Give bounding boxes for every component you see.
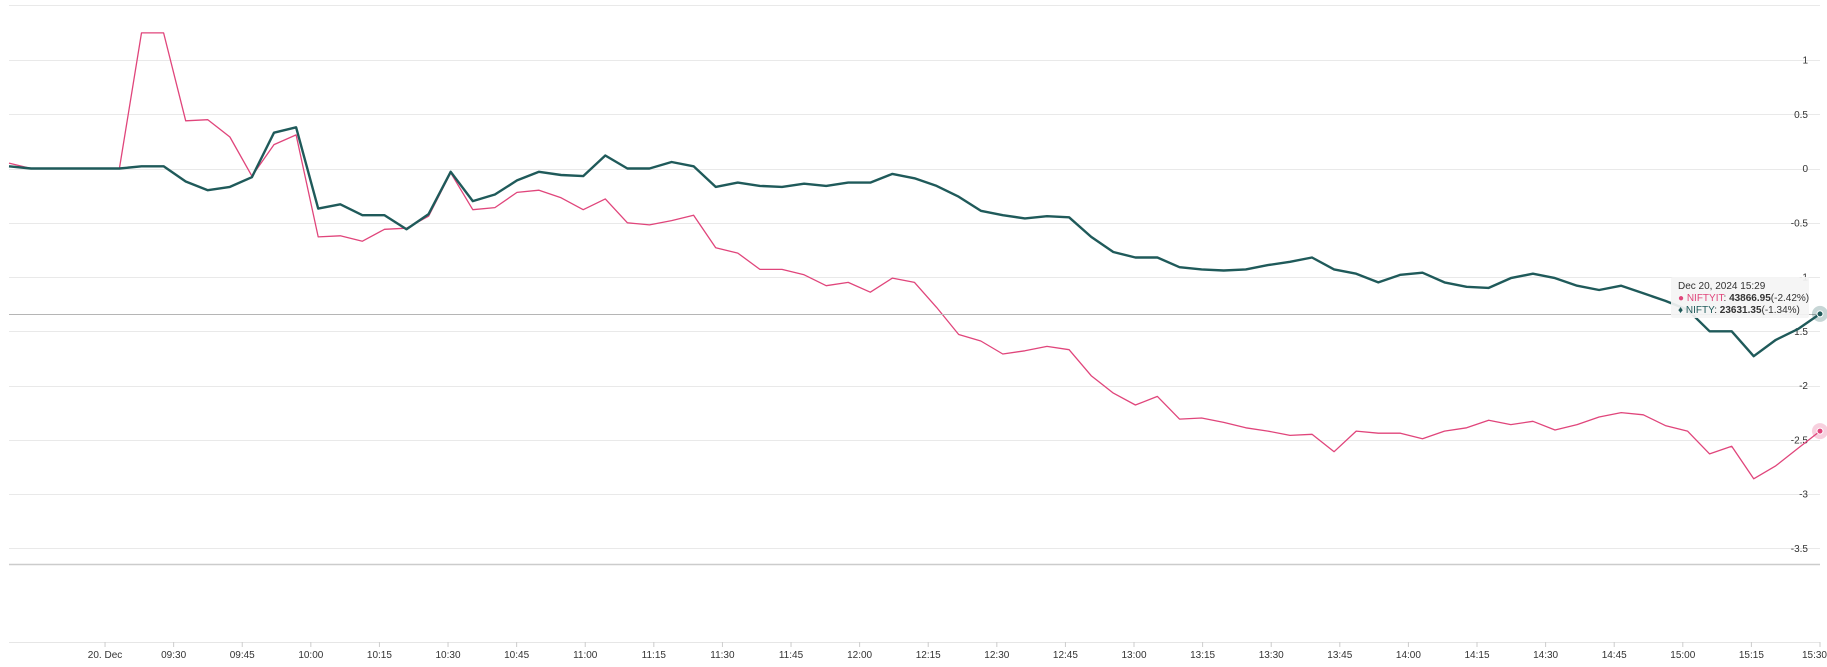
x-tick-label: 15:30 <box>1802 650 1827 661</box>
x-tick-label: 11:45 <box>779 650 804 661</box>
x-tick-label: 14:15 <box>1464 650 1489 661</box>
x-tick-label: 15:00 <box>1670 650 1695 661</box>
x-axis: 20. Dec 09:30 09:45 10:00 10:15 10:30 10:45 11:… <box>88 642 1827 661</box>
hover-point <box>1816 427 1824 435</box>
x-tick-label: 12:15 <box>916 650 941 661</box>
y-tick-label: -0.5 <box>1791 218 1809 229</box>
x-tick-label: 11:00 <box>573 650 598 661</box>
x-tick-label: 11:15 <box>642 650 667 661</box>
x-tick-label: 12:45 <box>1053 650 1078 661</box>
tooltip-bullet-niftyit: ● <box>1678 293 1687 304</box>
y-tick-label: -2 <box>1799 381 1808 392</box>
tooltip-value: 43866.95 <box>1729 293 1771 304</box>
tooltip-change: (-1.34%) <box>1762 305 1800 316</box>
x-tick-label: 12:00 <box>847 650 872 661</box>
tooltip-change: (-2.42%) <box>1771 293 1809 304</box>
x-tick-label: 13:30 <box>1259 650 1284 661</box>
x-tick-label: 11:30 <box>710 650 735 661</box>
x-tick-label: 13:00 <box>1121 650 1146 661</box>
hover-markers <box>9 305 1827 440</box>
series-line-niftyit <box>8 32 1821 480</box>
x-tick-label: 12:30 <box>984 650 1009 661</box>
tooltip-value: 23631.35 <box>1720 305 1762 316</box>
y-tick-label: -2.5 <box>1791 435 1809 446</box>
chart-series <box>8 32 1821 480</box>
y-tick-label: -3 <box>1799 490 1808 501</box>
series-line-nifty <box>8 126 1821 358</box>
chart-tooltip: Dec 20, 2024 15:29 ● NIFTYIT: 43866.95(-… <box>1671 277 1809 318</box>
y-tick-label: 0.5 <box>1794 110 1808 121</box>
x-tick-label: 14:30 <box>1533 650 1558 661</box>
x-tick-label: 13:15 <box>1190 650 1215 661</box>
x-tick-label: 14:00 <box>1396 650 1421 661</box>
x-tick-label: 10:15 <box>367 650 392 661</box>
x-tick-label: 09:45 <box>230 650 255 661</box>
x-tick-label: 13:45 <box>1327 650 1352 661</box>
tooltip-colon: : <box>1714 305 1720 316</box>
x-tick-label: 15:15 <box>1739 650 1764 661</box>
tooltip-series-name: NIFTY <box>1686 305 1715 316</box>
tooltip-row-nifty: ♦ NIFTY: 23631.35(-1.34%) <box>1678 305 1800 316</box>
x-tick-label: 09:30 <box>161 650 186 661</box>
tooltip-date: Dec 20, 2024 15:29 <box>1678 281 1766 292</box>
tooltip-colon: : <box>1724 293 1730 304</box>
y-tick-label: -3.5 <box>1791 544 1809 555</box>
x-tick-label: 10:00 <box>298 650 323 661</box>
y-tick-label: 1 <box>1802 56 1808 67</box>
tooltip-bullet-nifty: ♦ <box>1678 305 1686 316</box>
tooltip-series-name: NIFTYIT <box>1687 293 1725 304</box>
tooltip-background <box>1671 277 1809 318</box>
tooltip-row-niftyit: ● NIFTYIT: 43866.95(-2.42%) <box>1678 293 1809 304</box>
x-tick-label: 14:45 <box>1602 650 1627 661</box>
chart-grid <box>9 5 1820 643</box>
x-tick-label: 10:45 <box>504 650 529 661</box>
x-tick-label: 10:30 <box>436 650 461 661</box>
x-tick-label: 20. Dec <box>88 650 122 661</box>
y-tick-label: 0 <box>1802 164 1808 175</box>
y-tick-label: -1.5 <box>1791 327 1809 338</box>
hover-point <box>1816 310 1824 318</box>
